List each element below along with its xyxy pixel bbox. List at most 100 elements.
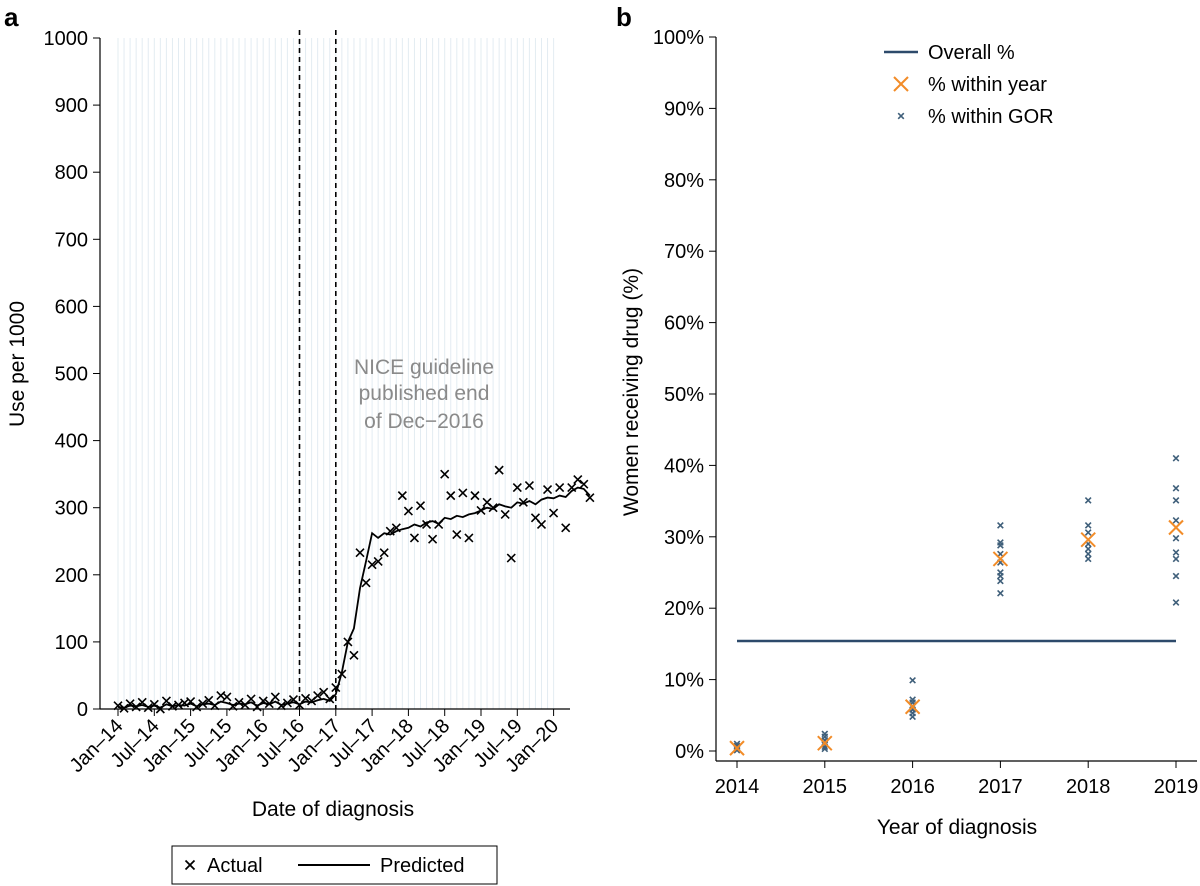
within-gor-point-stroke-2 (1084, 550, 1092, 558)
actual-point (119, 703, 129, 713)
within-gor-point (1172, 599, 1180, 606)
y-tick-label-8: 80% (664, 170, 704, 192)
legend-overall-label: Overall % (928, 42, 1015, 64)
actual-point-stroke-2 (282, 698, 292, 708)
actual-point-stroke-2 (518, 497, 528, 507)
actual-point-stroke-2 (367, 560, 377, 570)
actual-point (143, 703, 153, 713)
actual-point-stroke-2 (276, 701, 286, 711)
actual-point (458, 488, 468, 498)
actual-point (500, 509, 510, 519)
within-gor-point-stroke-2 (1172, 517, 1180, 524)
actual-point (246, 694, 256, 704)
actual-point-stroke-2 (397, 491, 407, 501)
actual-point-stroke-2 (409, 533, 420, 543)
legend-actual-marker (184, 859, 196, 871)
y-tick-label-5: 50% (664, 384, 704, 406)
y-tick-label-7: 70% (664, 241, 704, 263)
actual-point-stroke-2 (440, 469, 450, 479)
actual-point-stroke-2 (542, 485, 553, 495)
actual-point (397, 491, 407, 501)
annotation-line-1: NICE guideline (354, 356, 494, 379)
actual-point-stroke-2 (337, 669, 347, 679)
actual-point (452, 529, 462, 540)
actual-point-stroke-2 (210, 701, 220, 711)
actual-point-stroke-2 (555, 483, 565, 493)
legend-predicted-label: Predicted (380, 855, 465, 877)
actual-point-stroke-2 (488, 503, 498, 513)
within-gor-point (1084, 529, 1092, 536)
within-gor-point-stroke-2 (1084, 529, 1092, 536)
actual-point-stroke-2 (234, 697, 244, 707)
actual-point-stroke-2 (173, 700, 184, 710)
within-gor-point (1172, 497, 1180, 504)
annotation-line-3: of Dec−2016 (364, 410, 484, 433)
actual-point-stroke-2 (494, 465, 504, 475)
panel-b-series (729, 454, 1184, 756)
actual-point-stroke-2 (579, 479, 589, 489)
within-gor-point (1084, 545, 1092, 553)
actual-point-stroke-2 (349, 650, 359, 660)
y-tick-label-4: 40% (664, 455, 704, 477)
actual-point-stroke-2 (524, 480, 534, 491)
actual-point-stroke-2 (113, 701, 123, 711)
actual-point (192, 702, 202, 712)
actual-point-stroke-2 (343, 637, 353, 647)
within-gor-point-stroke-2 (1084, 522, 1092, 529)
actual-point-stroke-2 (222, 692, 232, 702)
actual-point (355, 548, 365, 558)
legend-within-year-label: % within year (928, 74, 1047, 96)
actual-point-stroke-2 (300, 693, 311, 703)
x-tick-label-5: 2019 (1154, 776, 1199, 798)
within-gor-point-stroke-2 (821, 745, 829, 753)
y-tick-label-5: 500 (55, 364, 88, 386)
x-tick-label-3: 2017 (978, 776, 1023, 798)
panel-a-annotation: NICE guideline published end of Dec−2016 (354, 356, 494, 433)
within-year-point (904, 699, 921, 715)
actual-point (391, 523, 401, 533)
actual-point-stroke-2 (403, 506, 413, 516)
within-gor-point (1172, 555, 1180, 563)
within-gor-point-stroke-2 (1172, 454, 1180, 462)
actual-point-stroke-2 (186, 697, 196, 707)
panel-a-x-ticks: Jan–14Jul–14Jan–15Jul–15Jan–16Jul–16Jan–… (66, 709, 563, 777)
actual-point-stroke-2 (391, 523, 401, 533)
within-gor-point-stroke-2 (997, 577, 1004, 585)
within-gor-point-stroke-2 (909, 676, 916, 684)
annotation-line-2: published end (359, 382, 490, 405)
legend-within-gor-cross-stroke-2 (897, 112, 905, 120)
panel-b: b 0% 10% 20% 30% 40% 50% 60% 70% 80% 90% 100% 2014… (616, 2, 1198, 839)
actual-point (361, 578, 371, 588)
within-year-point (817, 735, 833, 751)
y-tick-label-10: 100% (653, 27, 704, 49)
actual-point-stroke-2 (512, 483, 522, 493)
within-gor-point (997, 577, 1004, 585)
actual-point-stroke-2 (131, 702, 141, 712)
within-year-point (1168, 519, 1184, 536)
x-tick-label-4: 2018 (1066, 776, 1111, 798)
actual-point (349, 650, 359, 660)
panel-b-x-ticks: 2014 2015 2016 2017 2018 2019 (715, 761, 1199, 798)
within-gor-point-stroke-2 (1084, 545, 1092, 553)
actual-point-stroke-2 (421, 519, 432, 530)
actual-point (512, 483, 522, 493)
actual-point (567, 483, 577, 493)
within-gor-point (997, 569, 1004, 576)
actual-point-stroke-2 (161, 696, 171, 706)
actual-point (542, 485, 553, 495)
actual-point (573, 474, 583, 485)
panel-b-y-ticks: 0% 10% 20% 30% 40% 50% 60% 70% 80% 90% 100% (653, 27, 716, 763)
actual-point (155, 704, 165, 714)
actual-point (524, 480, 534, 491)
panel-b-label: b (616, 2, 632, 32)
within-gor-point-stroke-2 (1084, 497, 1092, 504)
legend-within-gor-marker (897, 112, 905, 120)
within-gor-point (909, 696, 916, 703)
actual-point (585, 493, 595, 503)
within-gor-point-stroke-2 (1172, 572, 1180, 580)
actual-point-stroke-2 (446, 491, 456, 501)
within-gor-point (1172, 549, 1180, 556)
within-gor-point (1084, 497, 1092, 504)
within-gor-point-stroke-2 (1084, 555, 1092, 563)
y-tick-label-6: 600 (55, 296, 88, 318)
